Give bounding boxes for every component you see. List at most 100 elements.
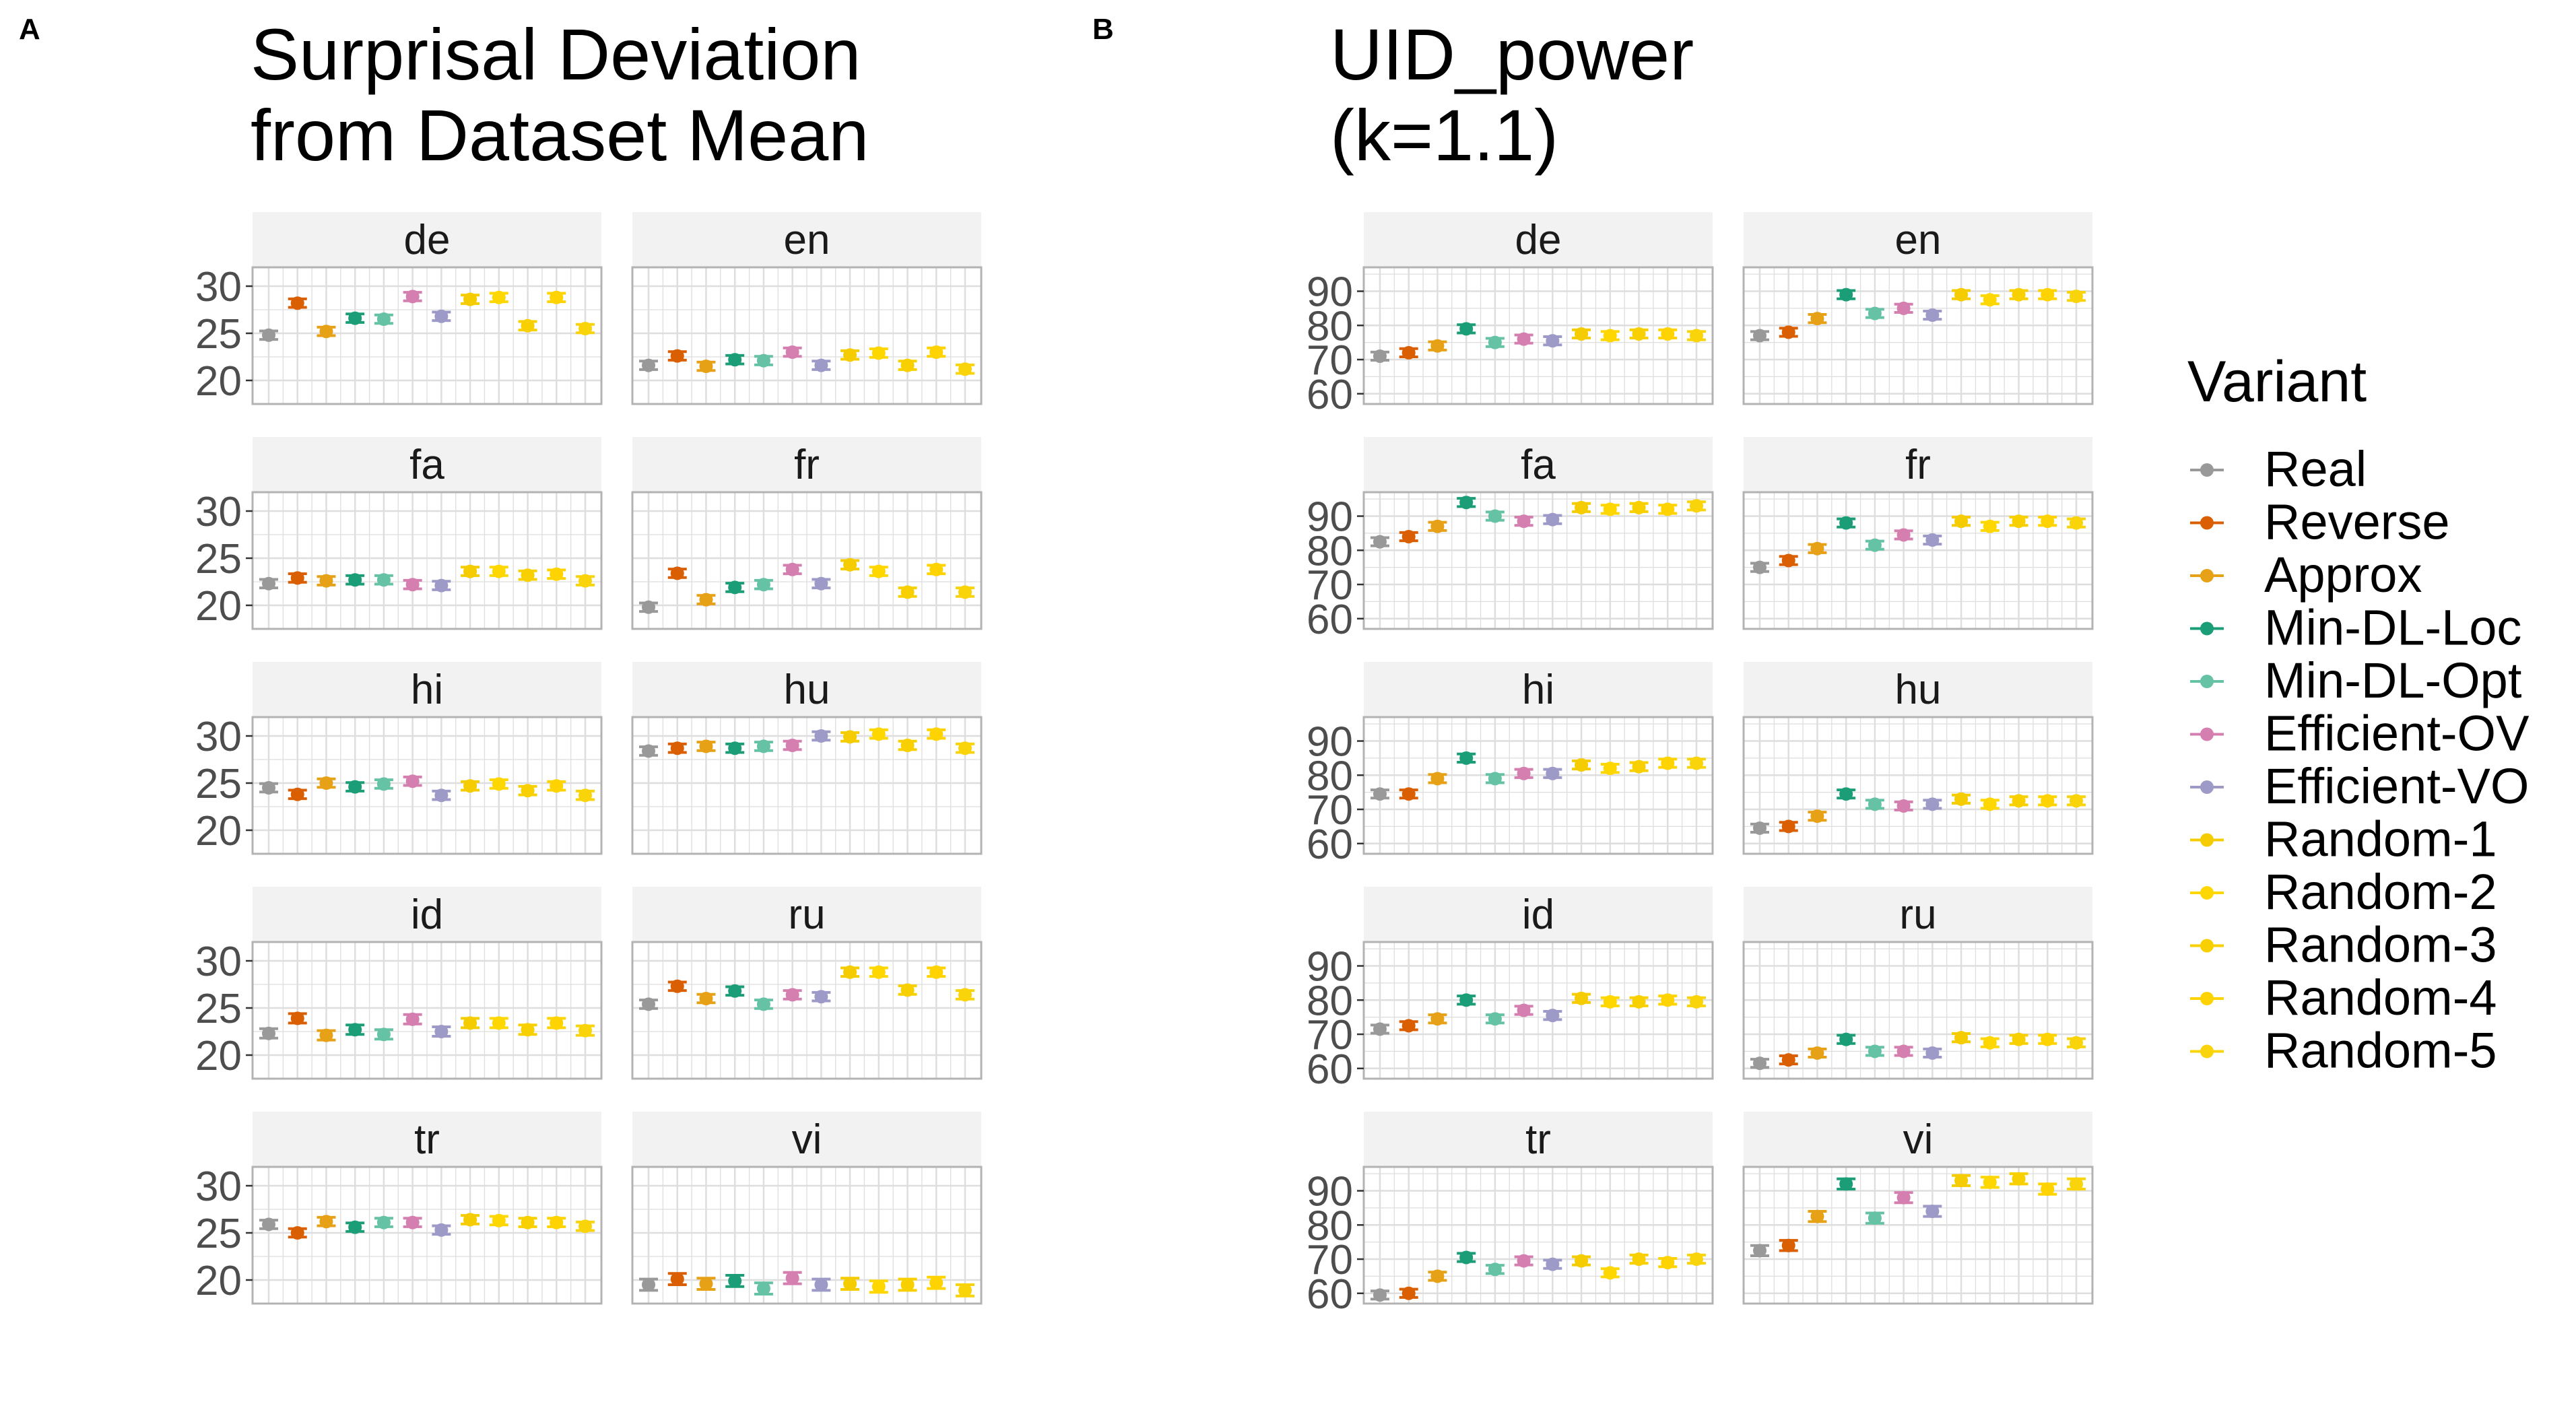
point-random-1 xyxy=(461,1213,480,1227)
facet-strip-label: tr xyxy=(1525,1116,1551,1163)
point-random-4 xyxy=(547,290,566,304)
data-point xyxy=(579,322,592,335)
point-efficient-ov xyxy=(403,578,422,592)
facet-strip xyxy=(253,212,601,267)
facet-strip-label: de xyxy=(1515,217,1562,263)
facet-border xyxy=(1362,266,1714,405)
y-tick-label: 70 xyxy=(1307,337,1353,384)
point-random-5 xyxy=(1687,756,1706,770)
facet-border xyxy=(251,941,603,1080)
panel-label-a: A xyxy=(19,13,40,46)
point-min-dl-opt xyxy=(754,354,773,368)
point-min-dl-opt xyxy=(1485,335,1505,349)
point-random-5 xyxy=(576,1219,595,1234)
facet-strip-label: fa xyxy=(1521,442,1556,488)
point-reverse xyxy=(288,787,307,801)
data-point xyxy=(1575,327,1589,341)
y-tick-label: 20 xyxy=(195,1033,242,1079)
point-min-dl-loc xyxy=(725,1274,745,1288)
data-point xyxy=(463,1213,477,1227)
legend-key-point xyxy=(2200,780,2214,794)
data-point xyxy=(1954,1031,1969,1045)
point-random-4 xyxy=(927,1275,946,1290)
point-random-5 xyxy=(576,788,595,803)
facet-strip xyxy=(632,212,981,267)
data-point xyxy=(1488,1262,1502,1277)
legend-title: Variant xyxy=(2187,349,2367,414)
facet-strip-label: hu xyxy=(784,667,830,713)
data-point xyxy=(1810,312,1824,326)
data-point xyxy=(434,788,449,803)
point-random-5 xyxy=(1687,329,1706,343)
facet-vi: vi xyxy=(631,1112,983,1305)
point-efficient-ov xyxy=(1514,332,1533,346)
facet-strip-label: en xyxy=(1895,217,1942,263)
legend-label: Min-DL-Loc xyxy=(2264,600,2521,656)
legend-label: Random-1 xyxy=(2264,811,2497,867)
chart-title-line: (k=1.1) xyxy=(1330,94,1558,176)
data-point xyxy=(1546,1009,1560,1023)
point-real xyxy=(259,328,278,342)
facet-strip xyxy=(253,437,601,492)
data-point xyxy=(1925,797,1940,811)
data-point xyxy=(1401,787,1416,801)
point-random-3 xyxy=(518,1215,537,1230)
point-random-3 xyxy=(2009,1032,2028,1046)
point-min-dl-loc xyxy=(1837,516,1856,530)
point-random-1 xyxy=(461,779,480,793)
point-reverse xyxy=(667,741,687,755)
point-random-5 xyxy=(2067,516,2086,530)
data-point xyxy=(843,1277,857,1291)
point-efficient-ov xyxy=(1514,514,1533,529)
point-random-3 xyxy=(518,568,537,582)
point-efficient-ov xyxy=(1514,766,1533,780)
data-point xyxy=(550,567,564,581)
point-random-2 xyxy=(489,564,508,578)
legend-key-point xyxy=(2200,886,2214,900)
data-point xyxy=(521,318,535,333)
y-tick-label: 20 xyxy=(195,1258,242,1304)
point-approx xyxy=(1808,809,1827,823)
data-point xyxy=(463,292,477,306)
data-point xyxy=(492,564,506,578)
data-point xyxy=(262,1217,275,1232)
point-random-1 xyxy=(1572,991,1591,1005)
point-min-dl-loc xyxy=(345,311,365,325)
facet-border xyxy=(631,716,983,855)
point-min-dl-loc xyxy=(1837,1177,1856,1191)
point-random-4 xyxy=(2038,1032,2057,1046)
data-point xyxy=(2012,514,2026,529)
point-random-1 xyxy=(1572,327,1591,341)
data-point xyxy=(1839,1177,1853,1191)
data-point xyxy=(1401,345,1416,360)
point-random-4 xyxy=(2038,514,2057,529)
facet-fr: fr xyxy=(631,437,983,630)
legend-key-point xyxy=(2200,516,2214,530)
facet-border xyxy=(1742,1166,2094,1305)
data-point xyxy=(1373,1022,1387,1036)
data-point xyxy=(1575,991,1589,1005)
point-random-3 xyxy=(898,983,917,997)
data-point xyxy=(756,739,770,753)
point-efficient-ov xyxy=(1894,528,1913,542)
y-tick-label: 60 xyxy=(1307,372,1353,418)
facet-strip xyxy=(1744,662,2092,717)
point-efficient-vo xyxy=(1923,533,1942,547)
point-efficient-ov xyxy=(403,774,422,788)
y-tick-label: 80 xyxy=(1307,303,1353,349)
data-point xyxy=(670,741,684,755)
legend: Variant RealReverseApproxMin-DL-LocMin-D… xyxy=(2187,349,2530,1079)
y-tick-label: 60 xyxy=(1307,1271,1353,1318)
facet-strip-label: fa xyxy=(409,442,444,488)
point-real xyxy=(1750,1056,1769,1071)
panel-b-uid-power: UID_power(k=1.1)de60708090enfa60708090fr… xyxy=(1307,13,2094,1318)
point-random-1 xyxy=(1952,514,1971,529)
point-random-2 xyxy=(489,1016,508,1030)
point-min-dl-loc xyxy=(345,780,365,794)
data-point xyxy=(1753,821,1766,835)
data-point xyxy=(958,585,972,599)
data-point xyxy=(1868,306,1882,321)
y-tick-label: 25 xyxy=(195,1211,242,1257)
